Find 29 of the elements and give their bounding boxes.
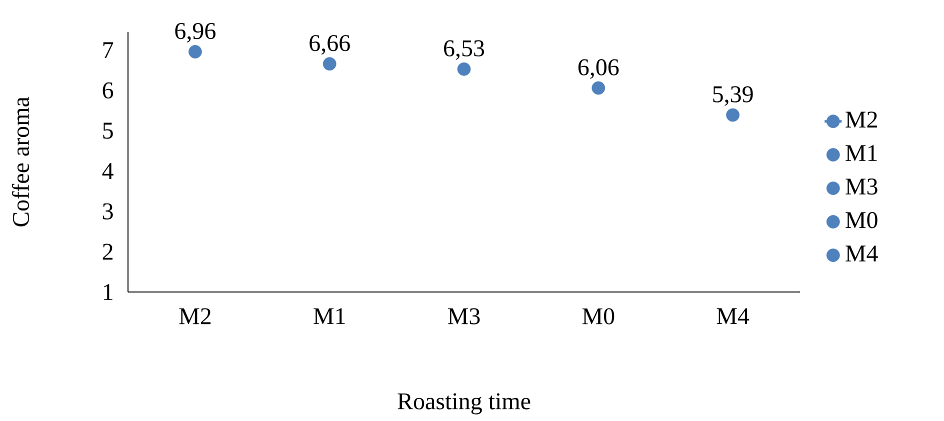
- point: [188, 45, 202, 58]
- y-tick-label: 6: [102, 82, 114, 99]
- point: [322, 57, 336, 71]
- y-tick-label: 5: [103, 122, 113, 139]
- point: [726, 108, 740, 122]
- legend-label: M3: [846, 178, 878, 195]
- data-label: 5,39: [713, 86, 753, 106]
- legend-label: M1: [846, 145, 877, 161]
- x-tick-label: M2: [179, 308, 211, 324]
- legend-label: M2: [846, 112, 877, 128]
- y-tick-label: 1: [104, 284, 112, 300]
- x-tick-label: M1: [314, 308, 345, 324]
- y-tick-label: 3: [102, 203, 113, 220]
- x-tick-label: M4: [716, 308, 750, 324]
- x-tick-label: M3: [448, 308, 480, 324]
- point: [457, 62, 471, 76]
- x-axis-title: Roasting time: [398, 393, 530, 414]
- y-tick-label: 7: [103, 42, 114, 58]
- y-tick-label: 2: [102, 244, 112, 260]
- data-label: 6,96: [175, 22, 216, 43]
- y-tick-label: 4: [102, 163, 114, 179]
- point: [592, 81, 606, 95]
- x-tick-label: M0: [582, 308, 614, 324]
- data-label: 6,06: [578, 59, 619, 79]
- legend-label: M0: [846, 212, 878, 228]
- data-label: 6,53: [444, 40, 484, 60]
- data-label: 6,66: [310, 35, 350, 55]
- y-axis-title: Coffee aroma: [12, 96, 30, 226]
- legend-label: M4: [846, 246, 878, 262]
